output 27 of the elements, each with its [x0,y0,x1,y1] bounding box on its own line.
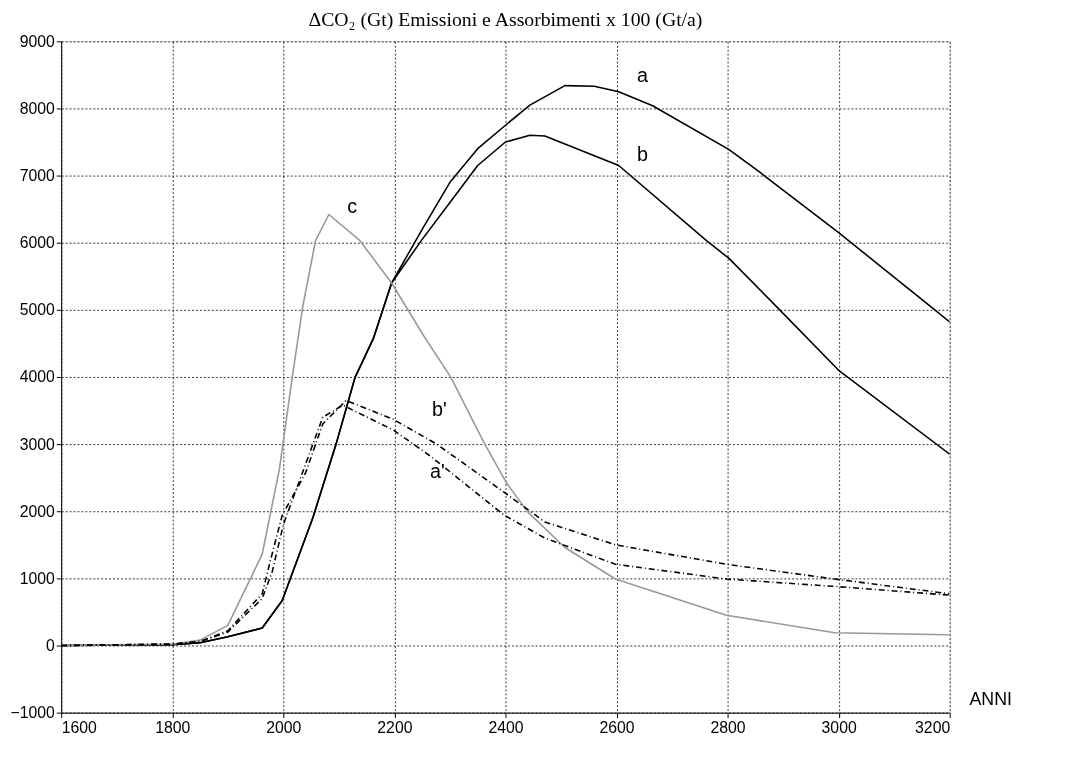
annotation: a' [430,460,445,483]
x-tick-label: 2600 [599,718,635,736]
y-tick-label: 9000 [19,32,56,50]
x-tick-label: 2400 [488,718,524,736]
y-tick-label: −1000 [10,704,56,722]
x-tick-label: 3200 [915,718,951,736]
y-tick-label: 5000 [19,301,56,319]
chart-title: ΔCO₂ (Gt) Emissioni e Assorbimenti x 100 (Gt/a) [308,7,703,31]
y-tick-label: 0 [46,636,56,654]
y-tick-label: 3000 [19,435,56,453]
y-tick-label: 7000 [19,167,56,185]
annotation: a [637,63,649,86]
annotation: b' [431,398,447,421]
y-tick-label: 8000 [19,99,56,117]
annotation: b [637,143,649,166]
x-axis-title: ANNI [969,688,1012,709]
x-tick-label: 2800 [710,718,746,736]
x-tick-label: 1600 [61,718,98,736]
x-tick-label: 2200 [377,718,413,736]
annotation: c [347,195,358,218]
x-tick-label: 1800 [155,718,191,736]
y-tick-label: 2000 [19,502,56,520]
y-tick-label: 6000 [19,234,56,252]
y-tick-label: 1000 [19,569,56,587]
y-tick-label: 4000 [19,368,56,386]
x-tick-label: 2000 [266,718,302,736]
x-tick-label: 3000 [821,718,857,736]
